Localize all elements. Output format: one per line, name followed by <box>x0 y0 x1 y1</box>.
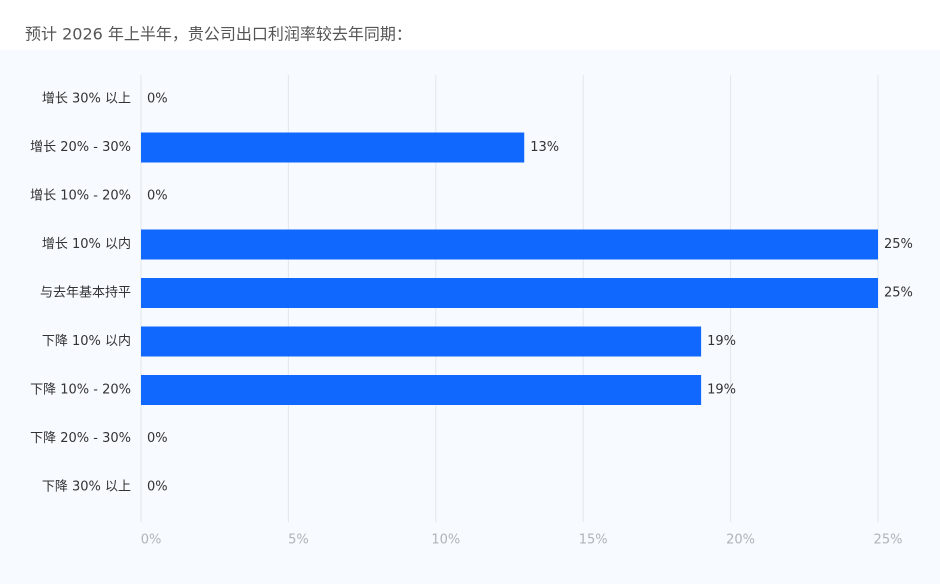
y-tick-label: 下降 30% 以上 <box>42 480 131 495</box>
y-tick-label: 下降 10% - 20% <box>30 383 131 398</box>
bar <box>141 229 878 260</box>
value-label: 25% <box>884 286 913 301</box>
value-label: 25% <box>884 237 913 252</box>
x-tick-label: 10% <box>431 533 460 548</box>
bar <box>141 132 525 163</box>
x-tick-label: 0% <box>141 533 162 548</box>
x-tick-label: 25% <box>874 533 903 548</box>
y-tick-label: 下降 20% - 30% <box>30 431 131 446</box>
x-tick-label: 15% <box>579 533 608 548</box>
y-tick-label: 增长 10% - 20% <box>30 189 131 204</box>
value-label: 0% <box>147 431 168 446</box>
value-label: 0% <box>147 92 168 107</box>
bar <box>141 326 702 357</box>
value-label: 19% <box>707 383 736 398</box>
bar <box>141 375 702 405</box>
value-label: 19% <box>707 334 736 349</box>
bar <box>141 278 878 308</box>
y-tick-label: 增长 20% - 30% <box>30 140 131 155</box>
chart-title: 预计 2026 年上半年，贵公司出口利润率较去年同期： <box>25 25 412 44</box>
x-tick-label: 20% <box>726 533 755 548</box>
value-label: 0% <box>147 189 168 204</box>
x-tick-label: 5% <box>288 533 309 548</box>
y-tick-label: 与去年基本持平 <box>40 286 131 301</box>
y-tick-label: 增长 30% 以上 <box>42 92 131 107</box>
y-tick-label: 下降 10% 以内 <box>42 333 131 349</box>
y-tick-label: 增长 10% 以内 <box>42 236 131 252</box>
value-label: 13% <box>530 140 559 155</box>
value-label: 0% <box>147 480 168 495</box>
